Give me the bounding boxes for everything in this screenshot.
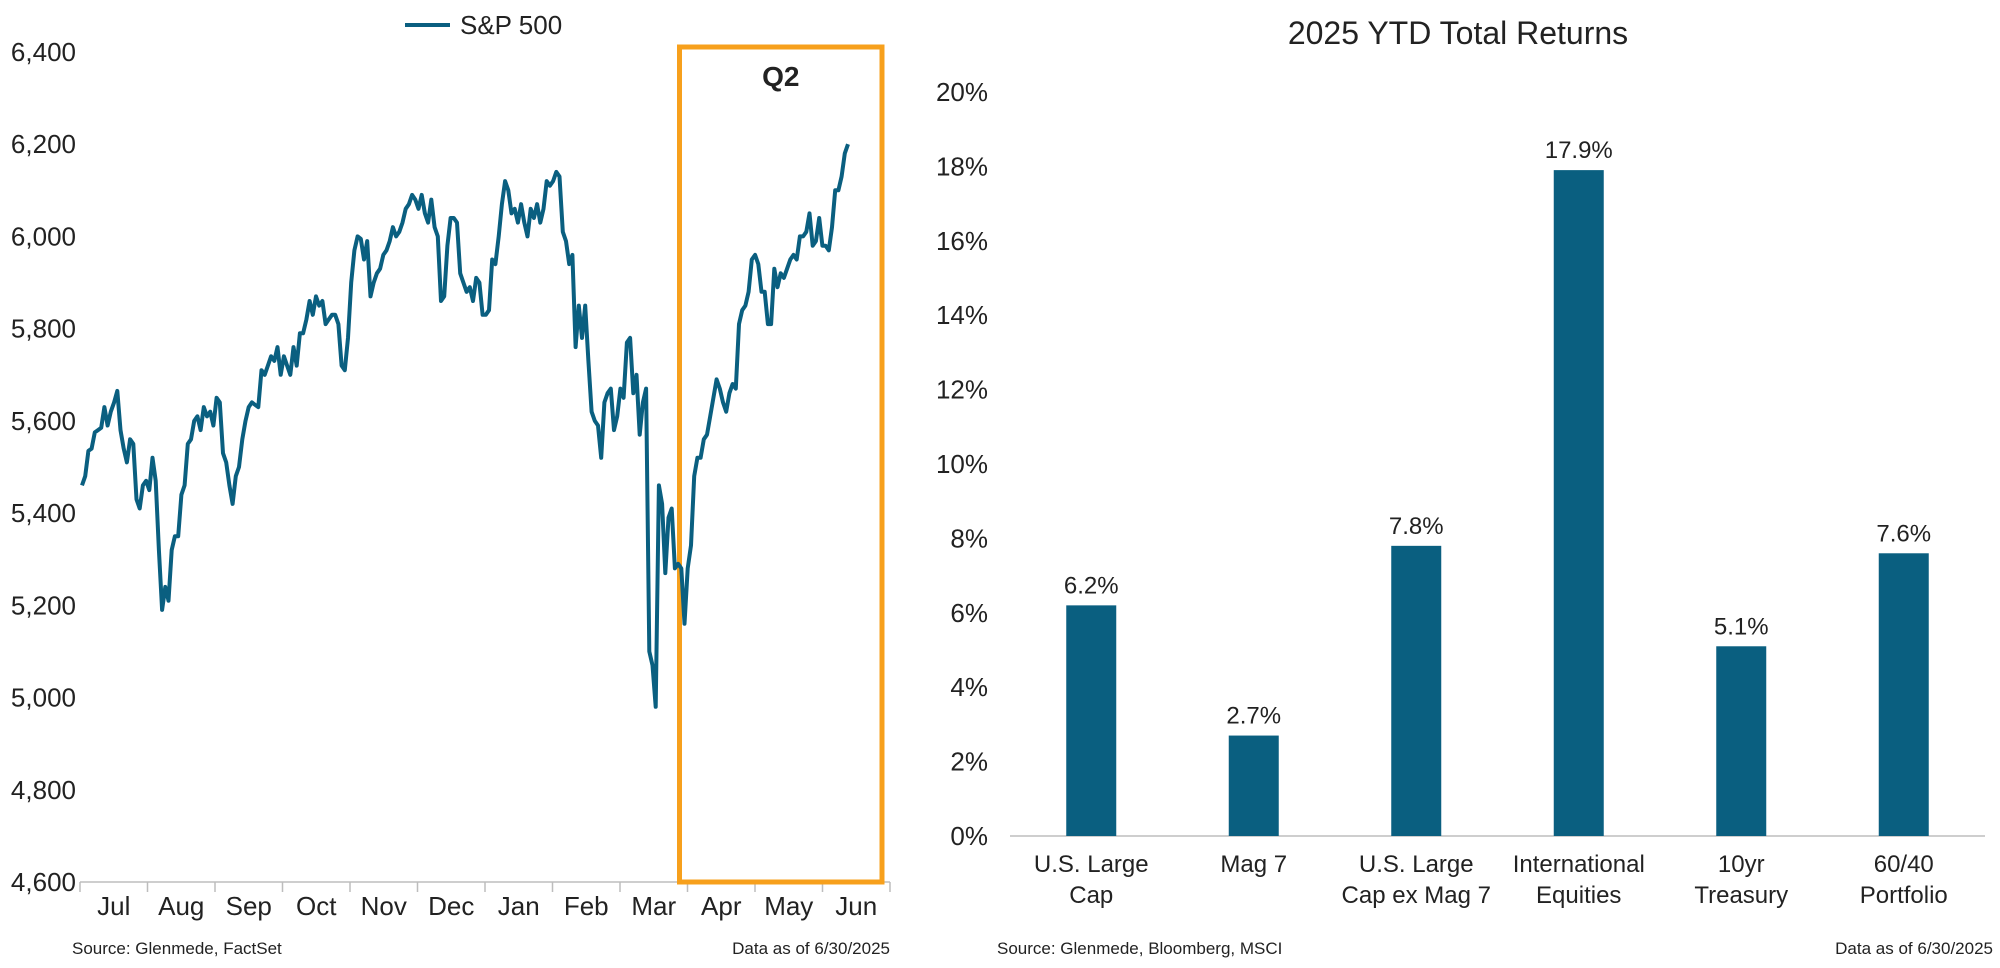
legend-label-sp500: S&P 500 (460, 10, 562, 40)
bar (1066, 605, 1117, 836)
bar-category-label: 10yr (1718, 851, 1765, 878)
sp500-series-line (80, 143, 850, 709)
right-y-tick-label: 4% (950, 672, 988, 702)
left-y-tick-label: 5,800 (11, 314, 76, 344)
left-x-tick-label: Dec (428, 891, 474, 921)
bar-data-label: 6.2% (1064, 572, 1119, 599)
ytd-returns-bar-chart: 2025 YTD Total Returns 0% 2% 4% 6% 8% 10% 12% 1… (936, 15, 1993, 958)
left-y-tick-label: 4,800 (11, 775, 76, 805)
bar-data-label: 2.7% (1226, 703, 1281, 730)
left-y-tick-label: 5,000 (11, 683, 76, 713)
left-source-note: Source: Glenmede, FactSet (72, 939, 282, 958)
bar-category-label: Portfolio (1860, 882, 1948, 909)
right-y-tick-label: 20% (936, 77, 988, 107)
left-x-tick-label: Feb (564, 891, 609, 921)
left-y-tick-label: 5,200 (11, 590, 76, 620)
right-y-tick-label: 2% (950, 747, 988, 777)
bar (1391, 545, 1442, 836)
bar-chart-title: 2025 YTD Total Returns (1288, 15, 1628, 51)
left-x-tick-label: Nov (361, 891, 407, 921)
bar (1228, 735, 1279, 836)
bar (1878, 553, 1929, 836)
bar-data-label: 5.1% (1714, 613, 1769, 640)
right-y-tick-label: 8% (950, 523, 988, 553)
left-date-note: Data as of 6/30/2025 (732, 939, 890, 958)
q2-highlight-box (677, 44, 885, 885)
left-y-tick-label: 6,400 (11, 37, 76, 67)
left-x-tick-label: Jul (97, 891, 130, 921)
left-y-tick-label: 4,600 (11, 867, 76, 897)
right-date-note: Data as of 6/30/2025 (1835, 939, 1993, 958)
bar-data-label: 17.9% (1545, 137, 1613, 164)
right-y-tick-label: 14% (936, 300, 988, 330)
left-y-tick-label: 5,400 (11, 498, 76, 528)
left-x-tick-label: May (764, 891, 813, 921)
right-y-tick-label: 0% (950, 821, 988, 851)
left-x-tick-label: Sep (226, 891, 272, 921)
bar-category-label: U.S. Large (1034, 851, 1149, 878)
bar-category-label: Mag 7 (1220, 851, 1287, 878)
bar-category-label: Cap ex Mag 7 (1342, 882, 1491, 909)
bar-category-label: Treasury (1694, 882, 1788, 909)
bar-category-label: 60/40 (1874, 851, 1934, 878)
bar-category-label: International (1513, 851, 1645, 878)
right-y-tick-label: 12% (936, 375, 988, 405)
left-x-tick-label: Jun (835, 891, 877, 921)
bar (1716, 646, 1767, 836)
left-x-tick-label: Mar (631, 891, 676, 921)
q2-label: Q2 (762, 61, 799, 92)
left-x-tick-label: Jan (498, 891, 540, 921)
sp500-line-chart: 4,600 4,800 5,000 5,200 5,400 5,600 5,800 6,000… (11, 10, 891, 958)
left-x-tick-label: Aug (158, 891, 204, 921)
bar-category-label: Equities (1536, 882, 1621, 909)
right-y-tick-label: 10% (936, 449, 988, 479)
bar-category-label: U.S. Large (1359, 851, 1474, 878)
left-y-tick-label: 6,000 (11, 221, 76, 251)
bar-data-label: 7.8% (1389, 513, 1444, 540)
left-y-tick-label: 5,600 (11, 406, 76, 436)
left-y-tick-label: 6,200 (11, 129, 76, 159)
bar (1553, 170, 1604, 836)
bar-data-label: 7.6% (1876, 520, 1931, 547)
right-y-tick-label: 6% (950, 598, 988, 628)
right-y-tick-label: 16% (936, 226, 988, 256)
bar-category-label: Cap (1069, 882, 1113, 909)
left-x-tick-label: Apr (701, 891, 742, 921)
right-y-tick-label: 18% (936, 151, 988, 181)
left-x-tick-label: Oct (296, 891, 337, 921)
right-source-note: Source: Glenmede, Bloomberg, MSCI (997, 939, 1282, 958)
